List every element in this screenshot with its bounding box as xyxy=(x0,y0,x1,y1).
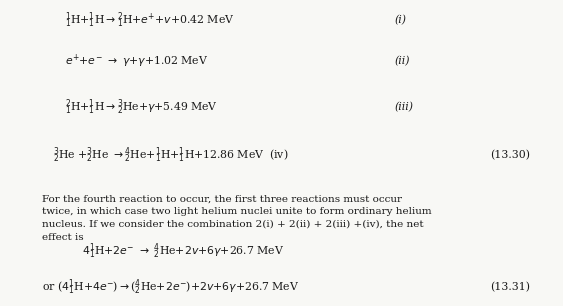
Text: $4^{1}_{1}$H+$2e^{-}$ $\rightarrow$ $^{4}_{2}$He+$2v$+$6\gamma$+26.7 MeV: $4^{1}_{1}$H+$2e^{-}$ $\rightarrow$ $^{4… xyxy=(82,242,284,261)
Text: or ($4^{1}_{1}$H+$4e^{-}$)$\rightarrow$($^{4}_{2}$He+$2e^{-}$)+$2v$+$6\gamma$+26: or ($4^{1}_{1}$H+$4e^{-}$)$\rightarrow$(… xyxy=(42,277,300,297)
Text: $e^{+}$+$e^{-}$ $\rightarrow$ $\gamma$+$\gamma$+1.02 MeV: $e^{+}$+$e^{-}$ $\rightarrow$ $\gamma$+$… xyxy=(65,53,208,70)
Text: (13.31): (13.31) xyxy=(490,282,530,292)
Text: For the fourth reaction to occur, the first three reactions must occur
twice, in: For the fourth reaction to occur, the fi… xyxy=(42,194,432,242)
Text: (ii): (ii) xyxy=(394,56,410,66)
Text: (i): (i) xyxy=(394,15,406,25)
Text: $^{1}_{1}$H+$^{1}_{1}$H$\rightarrow$$^{2}_{1}$H+$e^{+}$+$v$+0.42 MeV: $^{1}_{1}$H+$^{1}_{1}$H$\rightarrow$$^{2… xyxy=(65,10,234,30)
Text: $^{2}_{1}$H+$^{1}_{1}$H$\rightarrow$$^{3}_{2}$He+$\gamma$+5.49 MeV: $^{2}_{1}$H+$^{1}_{1}$H$\rightarrow$$^{3… xyxy=(65,97,218,117)
Text: (13.30): (13.30) xyxy=(490,150,530,161)
Text: (iii): (iii) xyxy=(394,102,413,112)
Text: $^{3}_{2}$He +$^{3}_{2}$He $\rightarrow$$^{4}_{2}$He+$^{1}_{1}$H+$^{1}_{1}$H+12.: $^{3}_{2}$He +$^{3}_{2}$He $\rightarrow$… xyxy=(53,146,289,165)
